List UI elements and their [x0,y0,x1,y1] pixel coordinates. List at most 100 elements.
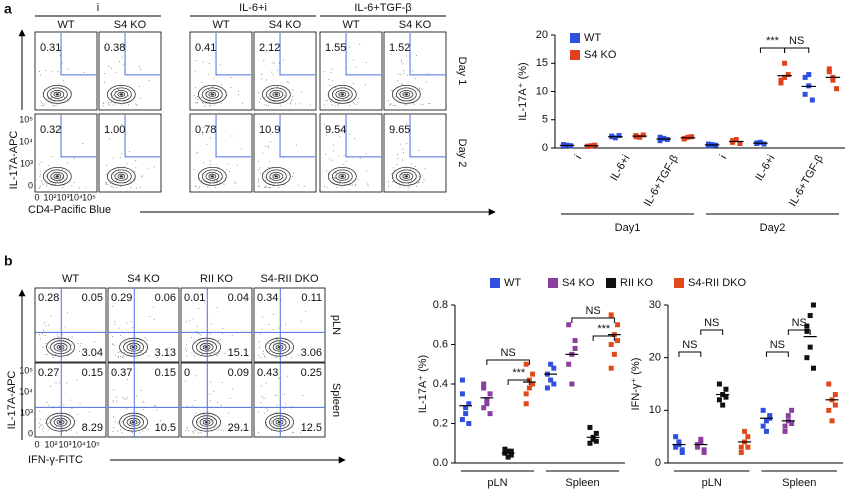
event-dot [230,86,232,88]
event-dot [397,73,399,75]
event-dot [400,61,402,63]
data-point [481,381,487,387]
event-dot [274,357,276,359]
event-dot [393,105,395,107]
event-dot [393,167,395,169]
event-dot [82,142,84,144]
event-dot [268,96,270,98]
y-tick-label: 0 [655,457,661,469]
event-dot [67,68,69,70]
event-dot [126,322,128,324]
contour [106,166,136,186]
event-dot [63,404,65,406]
event-dot [261,73,263,75]
event-dot [41,105,43,107]
contour [110,87,132,102]
x-axis-label: IFN-γ-FITC [28,454,83,466]
event-dot [300,103,302,105]
gate [279,33,315,76]
event-dot [39,338,41,340]
event-dot [83,72,85,74]
event-dot [104,182,106,184]
data-point [832,402,838,408]
event-dot [88,411,90,413]
event-dot [57,336,59,338]
contour-core [404,175,409,178]
event-dot [410,179,412,181]
event-dot [209,160,211,162]
event-dot [56,425,58,427]
event-dot [292,95,294,97]
event-dot [276,339,278,341]
event-dot [136,187,138,189]
data-point [804,328,810,334]
panel-label: b [4,253,13,269]
event-dot [41,102,43,104]
contour-core [204,346,209,349]
event-dot [334,86,336,88]
event-dot [331,159,333,161]
group-label: IL-6+TGF-β [354,2,411,14]
event-dot [285,324,287,326]
event-dot [127,396,129,398]
event-dot [410,163,412,165]
significance-label: NS [789,35,804,47]
event-dot [113,426,115,428]
data-point [745,444,751,450]
contour [265,169,287,184]
data-point [569,381,575,387]
quadrant-percent: 10.5 [155,422,176,434]
gate-percent: 2.12 [259,42,280,54]
event-dot [114,355,116,357]
event-dot [71,185,73,187]
data-point [730,138,736,144]
event-dot [112,95,114,97]
event-dot [355,184,357,186]
gate-percent: 0.41 [195,42,216,54]
event-dot [195,60,197,62]
event-dot [209,400,211,402]
event-dot [396,153,398,155]
event-dot [214,352,216,354]
event-dot [326,186,328,188]
contour [201,87,223,102]
event-dot [402,148,404,150]
event-dot [289,103,291,105]
event-dot [359,43,361,45]
event-dot [278,377,280,379]
data-point [459,417,465,423]
data-point [760,423,766,429]
event-dot [68,355,70,357]
event-dot [349,104,351,106]
event-dot [345,160,347,162]
event-dot [292,89,294,91]
column-label: S4 KO [127,273,160,285]
event-dot [67,312,69,314]
data-point [593,438,599,444]
event-dot [114,421,116,423]
event-dot [422,175,424,177]
group-label: IL-6+i [239,2,267,14]
contour [338,91,347,98]
event-dot [123,398,125,400]
event-dot [41,424,43,426]
event-dot [146,339,148,341]
event-dot [105,182,107,184]
flow-plot [319,113,383,193]
event-dot [162,424,164,426]
event-dot [213,180,215,182]
event-dot [241,429,243,431]
event-dot [270,141,272,143]
event-dot [419,176,421,178]
event-dot [202,127,204,129]
event-dot [41,41,43,43]
event-dot [68,337,70,339]
x-tick-label: 10² [44,439,57,449]
contour [269,90,284,99]
event-dot [117,356,119,358]
data-point [763,428,769,434]
event-dot [67,98,69,100]
event-dot [241,102,243,104]
event-dot [44,354,46,356]
event-dot [48,405,50,407]
